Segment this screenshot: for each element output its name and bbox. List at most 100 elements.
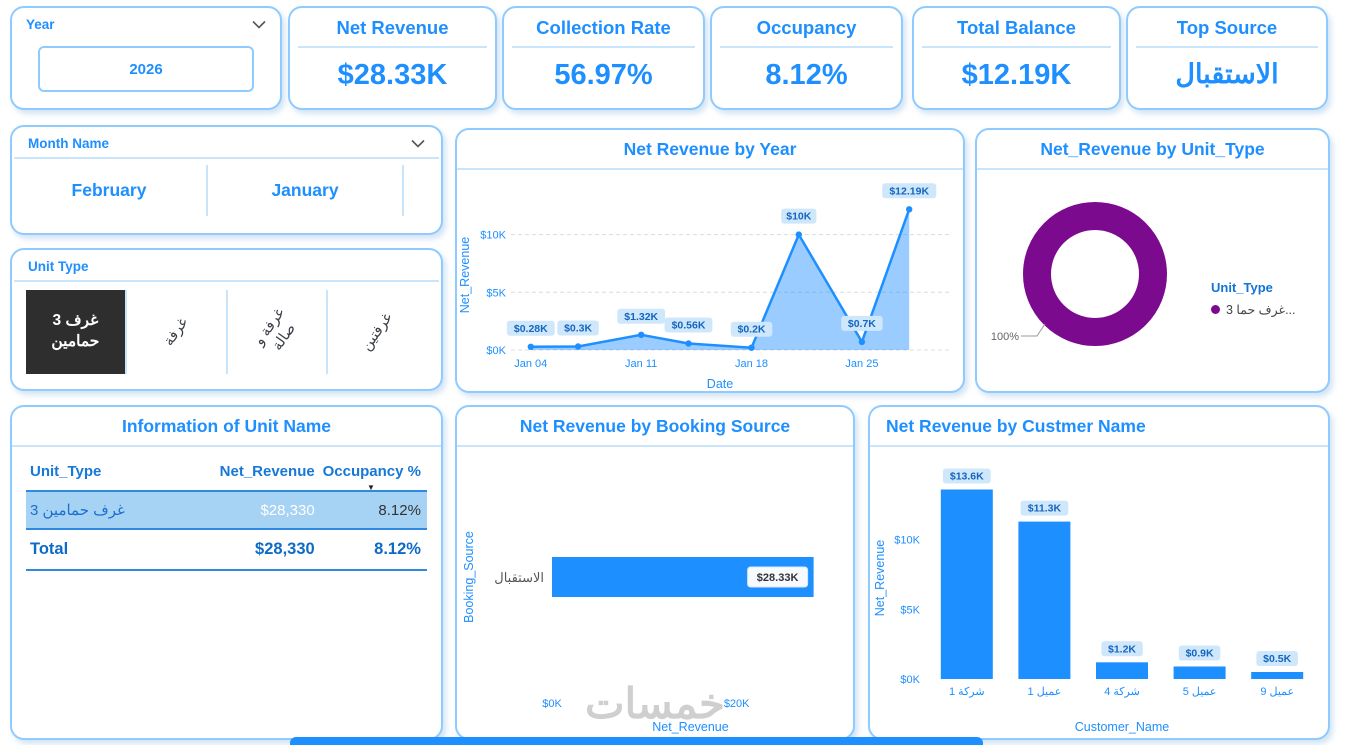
unit-type-option-label: غرفة و صالة	[250, 305, 300, 354]
booking-source-bar-chart[interactable]: $0K $20K $28.33K الاستقبال Booking_Source Net…	[457, 447, 853, 738]
svg-text:$0.3K: $0.3K	[564, 323, 592, 335]
svg-text:$1.32K: $1.32K	[624, 311, 658, 323]
svg-text:Jan 25: Jan 25	[845, 358, 878, 370]
kpi-net-revenue: Net Revenue $28.33K	[288, 6, 497, 110]
kpi-top-source: Top Source الاستقبال	[1126, 6, 1328, 110]
unit-type-option-label: غرف 3 حمامين	[51, 312, 100, 350]
chart-title: Net Revenue by Custmer Name	[870, 407, 1328, 447]
total-occupancy: 8.12%	[374, 540, 421, 558]
table-row[interactable]: غرف حمامين 3 $28,330 8.12%	[26, 492, 427, 528]
net-revenue-by-unit-type-card: Net_Revenue by Unit_Type 100% Unit_Type …	[975, 128, 1330, 393]
kpi-value: $12.19K	[961, 59, 1072, 91]
svg-text:$0.28K: $0.28K	[514, 323, 548, 335]
svg-text:عميل 9: عميل 9	[1260, 686, 1294, 698]
kpi-title: Collection Rate	[512, 8, 695, 48]
svg-text:شركة 4: شركة 4	[1104, 686, 1140, 698]
sort-desc-icon[interactable]: ▼	[367, 483, 375, 492]
month-slicer: Month Name February January	[10, 125, 443, 235]
svg-text:$5K: $5K	[486, 287, 506, 299]
kpi-value: 56.97%	[554, 59, 653, 91]
svg-text:Net_Revenue: Net_Revenue	[652, 720, 728, 734]
year-input[interactable]: 2026	[38, 46, 254, 92]
svg-text:Booking_Source: Booking_Source	[462, 531, 476, 623]
svg-text:$0.2K: $0.2K	[737, 324, 765, 336]
chart-title: Net Revenue by Booking Source	[457, 407, 853, 447]
svg-text:شركة 1: شركة 1	[949, 686, 985, 698]
svg-text:$0K: $0K	[486, 345, 506, 357]
svg-text:$0.7K: $0.7K	[848, 318, 876, 330]
table-total-row: Total $28,330 8.12%	[26, 528, 427, 571]
chart-title: Net Revenue by Year	[457, 130, 963, 170]
svg-text:Jan 04: Jan 04	[514, 358, 547, 370]
net-revenue-by-year-chart[interactable]: $0K $5K $10K Jan 04 Jan 11 Jan 18 Jan 25 $0.28K…	[457, 170, 963, 399]
svg-text:Jan 18: Jan 18	[735, 358, 768, 370]
svg-text:الاستقبال: الاستقبال	[494, 570, 544, 585]
svg-text:Date: Date	[707, 377, 733, 391]
donut-legend: Unit_Type غرف حما 3...	[1211, 280, 1295, 317]
svg-text:Customer_Name: Customer_Name	[1075, 720, 1170, 734]
svg-text:$13.6K: $13.6K	[950, 471, 984, 483]
legend-color-dot	[1211, 305, 1220, 314]
customer-bar-chart[interactable]: $0K $5K $10K $13.6K شركة 1 $11.3K عميل 1 $1.2K ش…	[870, 447, 1328, 744]
unit-type-option[interactable]: غرفة	[127, 290, 228, 374]
svg-text:$10K: $10K	[786, 211, 812, 223]
chevron-down-icon[interactable]	[252, 20, 266, 29]
month-slicer-label: Month Name	[28, 136, 109, 151]
col-header-net-revenue[interactable]: Net_Revenue	[219, 463, 315, 480]
svg-text:عميل 5: عميل 5	[1183, 686, 1217, 698]
col-header-occupancy[interactable]: Occupancy % ▼	[315, 463, 427, 492]
kpi-total-balance: Total Balance $12.19K	[912, 6, 1121, 110]
svg-text:$5K: $5K	[900, 604, 920, 616]
svg-text:$1.2K: $1.2K	[1108, 643, 1136, 655]
net-revenue-by-booking-source-card: Net Revenue by Booking Source خمسات $0K $…	[455, 405, 855, 740]
unit-info-table-card: Information of Unit Name Unit_Type Net_R…	[10, 405, 443, 740]
unit-type-options: غرف 3 حمامين غرفة غرفة و صالة غرفتين	[26, 290, 427, 374]
svg-text:$28.33K: $28.33K	[757, 572, 799, 584]
month-option-february[interactable]: February	[12, 165, 208, 216]
svg-text:$11.3K: $11.3K	[1028, 503, 1062, 515]
svg-text:Net_Revenue: Net_Revenue	[458, 237, 472, 313]
unit-type-option[interactable]: غرفتين	[328, 290, 427, 374]
col-header-occupancy-label: Occupancy %	[322, 463, 421, 480]
unit-type-donut-chart[interactable]: 100%	[977, 170, 1209, 397]
kpi-occupancy: Occupancy 8.12%	[710, 6, 903, 110]
col-header-unit-type[interactable]: Unit_Type	[30, 463, 102, 480]
month-option-january[interactable]: January	[208, 165, 404, 216]
unit-type-option-label: غرفتين	[358, 310, 397, 354]
svg-text:Net_Revenue: Net_Revenue	[873, 540, 887, 616]
kpi-title: Net Revenue	[298, 8, 487, 48]
svg-text:$10K: $10K	[480, 230, 506, 242]
unit-type-option-label: غرفة	[160, 314, 192, 349]
legend-label: غرف حما 3...	[1226, 303, 1296, 317]
svg-text:$0K: $0K	[900, 674, 920, 686]
unit-type-option[interactable]: غرفة و صالة	[228, 290, 329, 374]
kpi-value: 8.12%	[765, 59, 848, 91]
svg-text:Jan 11: Jan 11	[625, 358, 657, 370]
net-revenue-by-customer-card: Net Revenue by Custmer Name $0K $5K $10K $1…	[868, 405, 1330, 740]
svg-text:$10K: $10K	[894, 535, 920, 547]
unit-info-table: Unit_Type Net_Revenue Occupancy % ▼ غرف …	[26, 457, 427, 571]
unit-type-option-selected[interactable]: غرف 3 حمامين	[26, 290, 127, 374]
kpi-collection-rate: Collection Rate 56.97%	[502, 6, 705, 110]
net-revenue-by-year-card: Net Revenue by Year $0K $5K $10K Jan 04 Jan …	[455, 128, 965, 393]
kpi-title: Top Source	[1136, 8, 1318, 48]
legend-item[interactable]: غرف حما 3...	[1211, 302, 1295, 317]
month-options: February January	[12, 165, 441, 216]
chart-title: Net_Revenue by Unit_Type	[977, 130, 1328, 170]
total-net-revenue: $28,330	[255, 540, 315, 558]
svg-text:$0.56K: $0.56K	[672, 320, 706, 332]
unit-type-slicer: Unit Type غرف 3 حمامين غرفة غرفة و صالة …	[10, 248, 443, 391]
kpi-value: الاستقبال	[1175, 59, 1279, 89]
kpi-title: Occupancy	[720, 8, 893, 48]
cell-net-revenue: $28,330	[260, 501, 315, 519]
svg-text:100%: 100%	[991, 331, 1019, 343]
chevron-down-icon[interactable]	[411, 139, 425, 148]
year-slicer-label: Year	[26, 17, 55, 32]
cell-occupancy: 8.12%	[378, 501, 421, 519]
svg-text:$0.5K: $0.5K	[1263, 653, 1291, 665]
bottom-accent-bar	[290, 737, 983, 745]
svg-text:عميل 1: عميل 1	[1028, 686, 1062, 698]
watermark: خمسات	[584, 680, 726, 727]
table-header-row: Unit_Type Net_Revenue Occupancy % ▼	[26, 457, 427, 492]
